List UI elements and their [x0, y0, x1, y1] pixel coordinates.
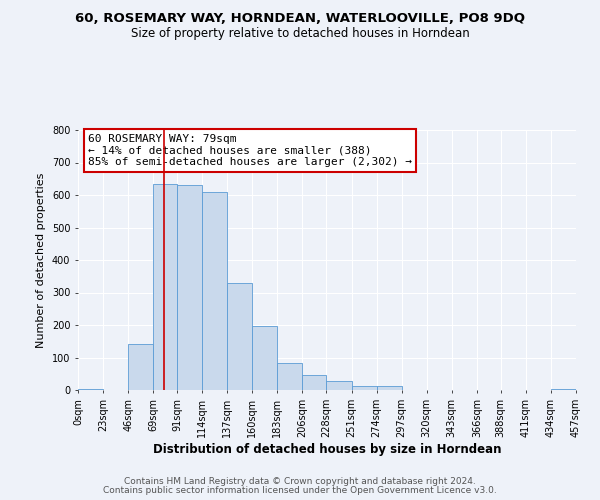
Bar — [227, 283, 253, 390]
Bar — [326, 381, 352, 390]
Bar — [153, 184, 177, 390]
Bar — [78, 389, 103, 390]
Text: Size of property relative to detached houses in Horndean: Size of property relative to detached ho… — [131, 28, 469, 40]
Bar — [551, 389, 576, 390]
Text: Contains public sector information licensed under the Open Government Licence v3: Contains public sector information licen… — [103, 486, 497, 495]
Text: 60 ROSEMARY WAY: 79sqm
← 14% of detached houses are smaller (388)
85% of semi-de: 60 ROSEMARY WAY: 79sqm ← 14% of detached… — [88, 134, 412, 167]
Y-axis label: Number of detached properties: Number of detached properties — [37, 172, 46, 348]
Bar — [128, 344, 153, 390]
Bar — [352, 386, 377, 390]
Bar — [277, 363, 302, 390]
Bar — [177, 184, 202, 390]
Text: 60, ROSEMARY WAY, HORNDEAN, WATERLOOVILLE, PO8 9DQ: 60, ROSEMARY WAY, HORNDEAN, WATERLOOVILL… — [75, 12, 525, 26]
Bar — [253, 326, 277, 390]
Bar — [377, 386, 401, 390]
X-axis label: Distribution of detached houses by size in Horndean: Distribution of detached houses by size … — [153, 442, 501, 456]
Bar — [202, 192, 227, 390]
Text: Contains HM Land Registry data © Crown copyright and database right 2024.: Contains HM Land Registry data © Crown c… — [124, 477, 476, 486]
Bar — [302, 376, 326, 390]
